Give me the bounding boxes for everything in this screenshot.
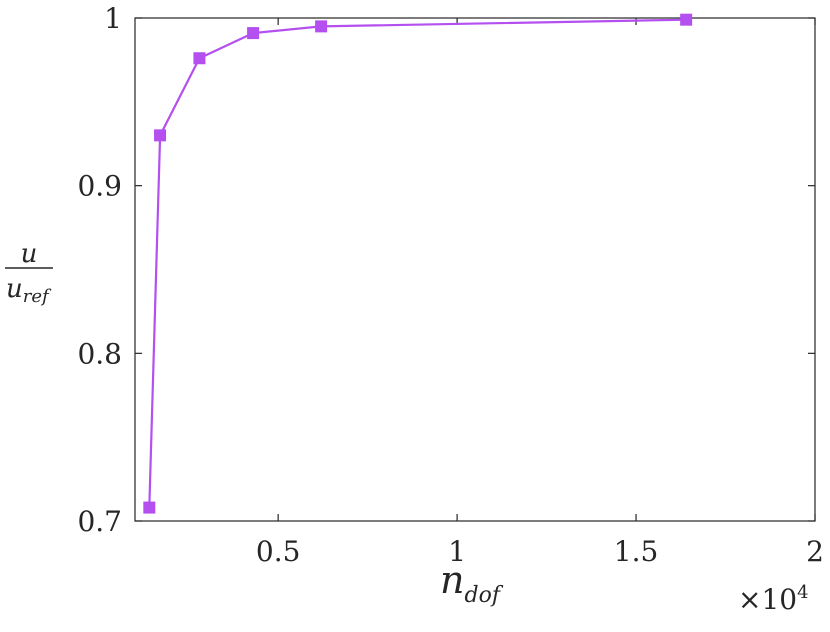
y-label-denominator-sub: ref — [23, 286, 52, 307]
svg-text:uref: uref — [6, 274, 52, 307]
y-tick-label: 0.8 — [77, 337, 122, 370]
x-multiplier-prefix: ×10 — [738, 583, 797, 616]
data-point-marker — [247, 27, 260, 40]
y-axis-label: u uref — [5, 239, 53, 307]
x-tick-label: 1 — [448, 535, 466, 568]
series-marks — [143, 13, 693, 514]
x-axis-label-sub: dof — [464, 583, 503, 608]
x-tick-label: 0.5 — [256, 535, 301, 568]
svg-text:×104: ×104 — [738, 582, 809, 616]
data-point-marker — [154, 129, 167, 142]
y-tick-label: 0.7 — [77, 505, 122, 538]
plot-area — [134, 17, 816, 522]
y-tick-label: 0.9 — [77, 170, 122, 203]
x-axis-label: ndof — [440, 558, 504, 608]
ticks: 0.5 1 1.5 2 0.7 0.8 0.9 1 — [77, 2, 823, 568]
x-tick-label: 1.5 — [614, 535, 659, 568]
y-label-numerator: u — [21, 239, 38, 269]
y-tick-label: 1 — [104, 2, 122, 35]
x-tick-label: 2 — [806, 535, 824, 568]
series-line — [148, 18, 687, 508]
data-point-marker — [680, 13, 693, 26]
data-point-marker — [193, 52, 206, 65]
svg-text:ndof: ndof — [440, 558, 504, 608]
data-point-marker — [143, 501, 156, 514]
x-axis-multiplier: ×104 — [738, 582, 809, 616]
axes-box — [134, 17, 816, 522]
data-point-marker — [315, 20, 328, 33]
x-multiplier-exponent: 4 — [797, 582, 808, 603]
y-label-denominator: u — [6, 274, 23, 304]
x-axis-label-main: n — [440, 558, 464, 602]
